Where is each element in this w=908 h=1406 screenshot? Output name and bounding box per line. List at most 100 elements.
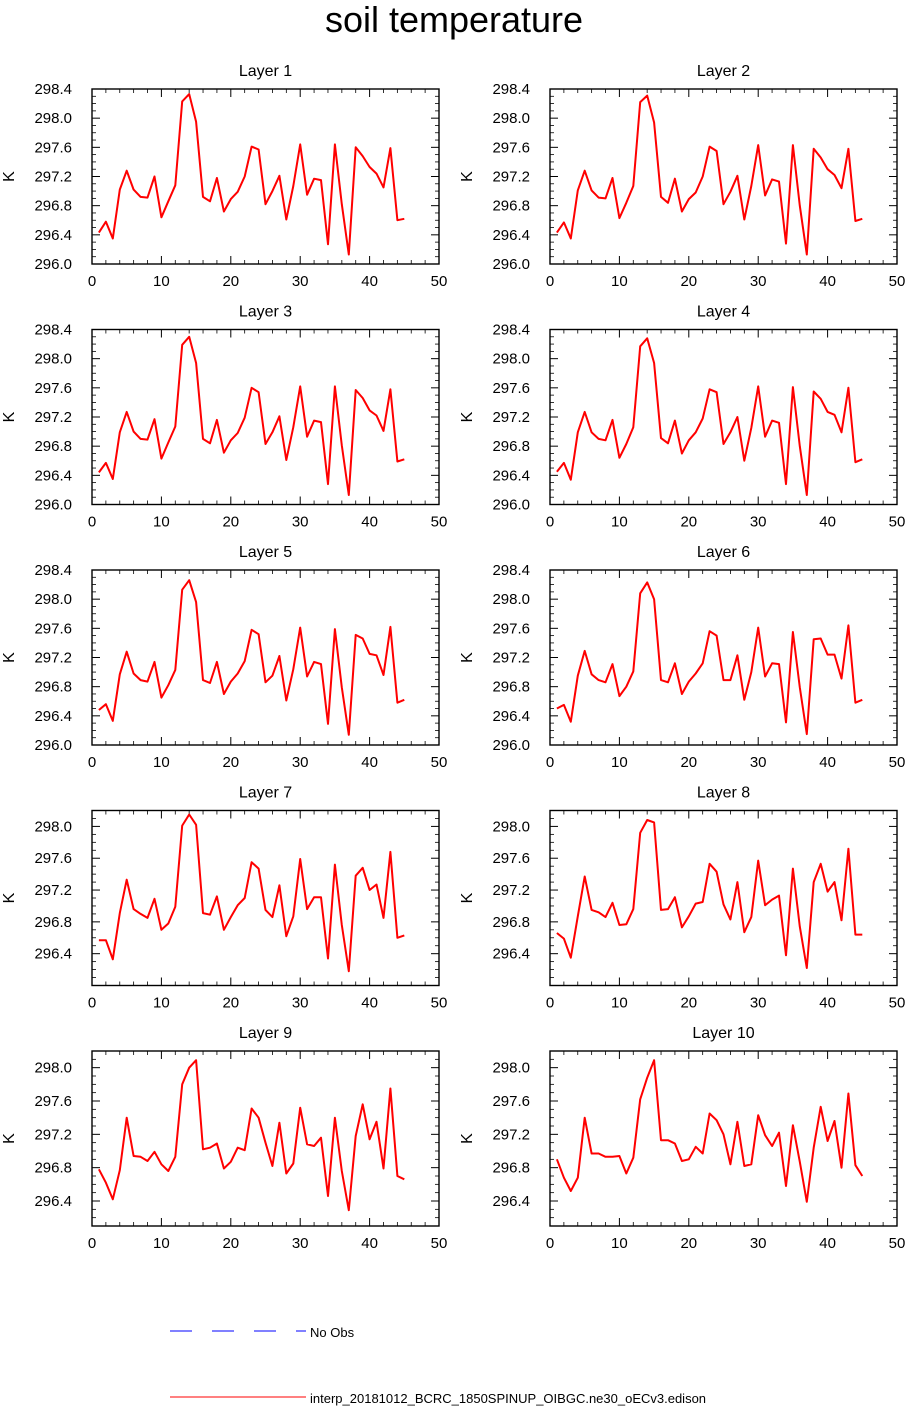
y-tick-label: 297.2	[34, 409, 72, 426]
y-tick-label: 296.8	[492, 679, 530, 696]
x-tick-label: 0	[88, 514, 96, 531]
y-tick-label: 296.0	[34, 497, 72, 514]
y-tick-label: 298.0	[492, 351, 530, 368]
x-tick-label: 50	[431, 514, 448, 531]
x-tick-label: 50	[431, 1235, 448, 1252]
y-tick-label: 298.0	[34, 591, 72, 608]
x-tick-label: 50	[889, 754, 906, 771]
panel-layer-6: Layer 6 K 0 10 20 30 40 50 296.0 296.4 296.8 297.2 2…	[459, 544, 905, 771]
series-line	[98, 1059, 405, 1212]
x-tick-label: 0	[546, 995, 554, 1012]
y-tick-label: 296.8	[34, 1160, 72, 1177]
y-tick-label: 297.6	[34, 850, 72, 867]
x-tick-label: 20	[680, 995, 697, 1012]
x-tick-label: 40	[361, 514, 378, 531]
y-tick-label: 297.2	[492, 882, 530, 899]
panel-title: Layer 7	[239, 785, 292, 802]
plot-frame	[549, 88, 898, 265]
x-tick-label: 10	[153, 995, 170, 1012]
x-tick-label: 10	[611, 995, 628, 1012]
y-tick-label: 298.4	[492, 562, 530, 579]
y-tick-label: 297.6	[34, 1093, 72, 1110]
y-tick-label: 297.6	[492, 850, 530, 867]
y-tick-label: 297.2	[492, 169, 530, 186]
y-tick-label: 296.8	[492, 914, 530, 931]
x-tick-label: 30	[292, 1235, 309, 1252]
y-tick-label: 296.4	[34, 1193, 72, 1210]
plot-frame	[549, 1050, 898, 1227]
y-tick-label: 298.0	[492, 110, 530, 127]
y-axis-title: K	[1, 171, 18, 182]
panel-title: Layer 1	[239, 63, 292, 80]
x-tick-label: 10	[153, 754, 170, 771]
y-tick-label: 296.0	[34, 737, 72, 754]
y-tick-label: 297.6	[492, 620, 530, 637]
y-axis-title: K	[459, 171, 476, 182]
panel-layer-7: Layer 7 K 0 10 20 30 40 50 296.4 296.8 297.2 297.6 2…	[1, 785, 447, 1012]
y-tick-label: 298.0	[34, 110, 72, 127]
y-tick-label: 298.4	[34, 81, 72, 98]
x-tick-label: 40	[819, 1235, 836, 1252]
y-tick-label: 296.4	[492, 467, 530, 484]
x-tick-label: 10	[611, 273, 628, 290]
y-axis-title: K	[459, 652, 476, 663]
y-axis-title: K	[459, 892, 476, 903]
series-line	[98, 335, 405, 496]
y-tick-label: 296.4	[492, 708, 530, 725]
x-tick-label: 20	[680, 514, 697, 531]
x-tick-label: 50	[889, 273, 906, 290]
x-tick-label: 30	[750, 273, 767, 290]
x-tick-label: 10	[153, 514, 170, 531]
x-tick-label: 50	[431, 273, 448, 290]
y-axis-title: K	[1, 1133, 18, 1144]
y-tick-label: 298.0	[34, 1060, 72, 1077]
y-tick-label: 296.0	[34, 256, 72, 273]
plot-frame	[549, 328, 898, 506]
y-tick-label: 298.0	[492, 591, 530, 608]
x-tick-label: 40	[361, 754, 378, 771]
y-tick-label: 298.4	[34, 562, 72, 579]
panel-title: Layer 3	[239, 304, 292, 321]
y-tick-label: 296.4	[492, 227, 530, 244]
x-tick-label: 40	[361, 995, 378, 1012]
y-tick-label: 296.4	[34, 467, 72, 484]
panel-layer-3: Layer 3 K 0 10 20 30 40 50 296.0 296.4 296.8 297.2 2…	[1, 304, 447, 531]
plot-frame	[549, 809, 898, 987]
series-line	[555, 1059, 864, 1203]
x-tick-label: 10	[153, 1235, 170, 1252]
y-tick-label: 296.4	[34, 227, 72, 244]
y-tick-label: 296.0	[492, 256, 530, 273]
y-tick-label: 296.0	[492, 737, 530, 754]
y-tick-label: 297.6	[34, 620, 72, 637]
x-tick-label: 20	[222, 514, 239, 531]
y-tick-label: 297.6	[492, 1093, 530, 1110]
x-tick-label: 30	[750, 514, 767, 531]
plot-frame	[91, 88, 440, 265]
y-tick-label: 296.8	[34, 198, 72, 215]
panel-layer-9: Layer 9 K 0 10 20 30 40 50 296.4 296.8 297.2 297.6 2…	[1, 1025, 447, 1252]
x-tick-label: 0	[88, 1235, 96, 1252]
x-tick-label: 0	[546, 514, 554, 531]
y-tick-label: 297.6	[34, 380, 72, 397]
x-tick-label: 30	[292, 995, 309, 1012]
y-tick-label: 296.8	[34, 679, 72, 696]
x-tick-label: 30	[750, 1235, 767, 1252]
series-line	[556, 819, 863, 969]
plot-frame	[91, 809, 440, 987]
panel-layer-8: Layer 8 K 0 10 20 30 40 50 296.4 296.8 297.2 297.6 2…	[459, 785, 905, 1012]
x-tick-label: 0	[88, 273, 96, 290]
panel-layer-2: Layer 2 K 0 10 20 30 40 50 296.0 296.4 296.8 297.2 2…	[459, 63, 905, 290]
panel-title: Layer 9	[239, 1025, 292, 1042]
y-tick-label: 296.8	[34, 914, 72, 931]
y-tick-label: 296.8	[492, 438, 530, 455]
y-tick-label: 298.0	[34, 351, 72, 368]
x-tick-label: 40	[819, 995, 836, 1012]
x-tick-label: 0	[546, 273, 554, 290]
y-tick-label: 296.4	[492, 946, 530, 963]
y-tick-label: 297.2	[492, 1126, 530, 1143]
x-tick-label: 20	[222, 995, 239, 1012]
y-tick-label: 296.8	[34, 438, 72, 455]
x-tick-label: 10	[611, 754, 628, 771]
x-tick-label: 50	[431, 995, 448, 1012]
y-tick-label: 297.2	[34, 169, 72, 186]
